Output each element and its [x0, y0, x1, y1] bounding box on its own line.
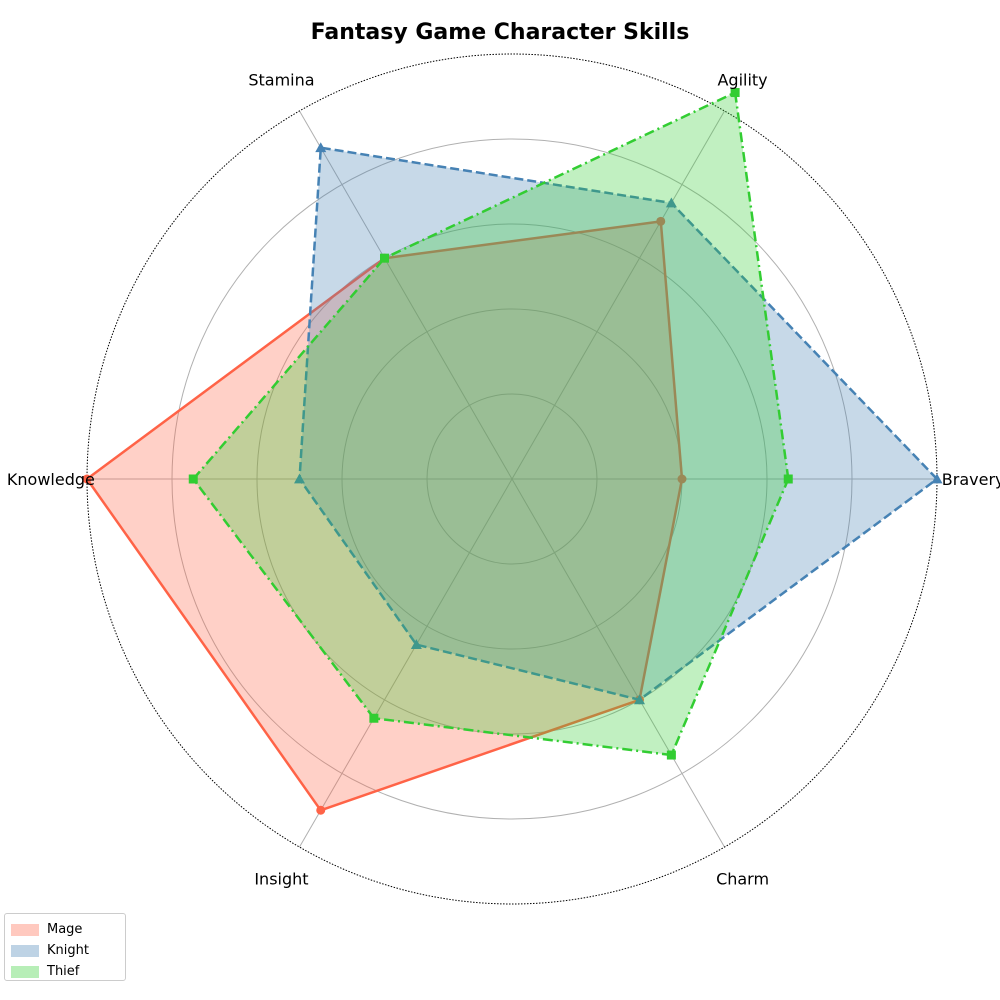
legend-label-thief: Thief — [47, 964, 80, 979]
knight-point-agility — [665, 197, 677, 208]
mage-point-bravery — [677, 474, 687, 484]
spoke-stamina — [299, 110, 513, 480]
thief-area — [193, 92, 789, 755]
spoke-charm — [511, 478, 725, 848]
mage-point-insight — [316, 805, 326, 815]
mage-point-knowledge — [82, 474, 92, 484]
axis-label-bravery: Bravery — [942, 470, 1000, 489]
thief-point-bravery — [783, 474, 793, 484]
knight-point-bravery — [931, 473, 943, 484]
thief-point-charm — [666, 750, 676, 760]
legend-swatch-mage — [11, 923, 39, 936]
legend: Mage Knight Thief — [4, 913, 126, 981]
legend-swatch-knight — [11, 944, 39, 957]
knight-point-stamina — [315, 142, 327, 153]
knight-point-insight — [410, 639, 422, 650]
thief-point-agility — [730, 88, 740, 98]
knight-point-knowledge — [294, 473, 305, 484]
axis-label-charm: Charm — [716, 869, 769, 888]
legend-label-mage: Mage — [47, 922, 83, 937]
spoke-agility — [511, 110, 725, 480]
mage-point-agility — [656, 216, 666, 226]
knight-point-charm — [634, 694, 645, 705]
legend-item-knight: Knight — [11, 940, 119, 961]
legend-label-knight: Knight — [47, 943, 89, 958]
axis-label-stamina: Stamina — [248, 71, 314, 90]
axis-label-insight: Insight — [254, 869, 308, 888]
chart-title: Fantasy Game Character Skills — [310, 20, 690, 45]
legend-item-mage: Mage — [11, 919, 119, 940]
axis-label-knowledge: Knowledge — [7, 470, 95, 489]
series-thief — [188, 88, 793, 760]
axis-labels: Bravery Agility Stamina Knowledge Insight Cha… — [7, 71, 1000, 889]
legend-swatch-thief — [11, 965, 39, 978]
series-knight — [294, 142, 943, 705]
legend-item-thief: Thief — [11, 961, 119, 982]
grid-layer — [86, 53, 938, 905]
series-layer — [82, 88, 943, 815]
thief-point-knowledge — [188, 474, 198, 484]
knight-area — [299, 147, 937, 700]
axis-label-agility: Agility — [717, 71, 767, 90]
spoke-insight — [299, 478, 513, 848]
thief-point-insight — [369, 713, 379, 723]
thief-point-stamina — [380, 253, 389, 263]
